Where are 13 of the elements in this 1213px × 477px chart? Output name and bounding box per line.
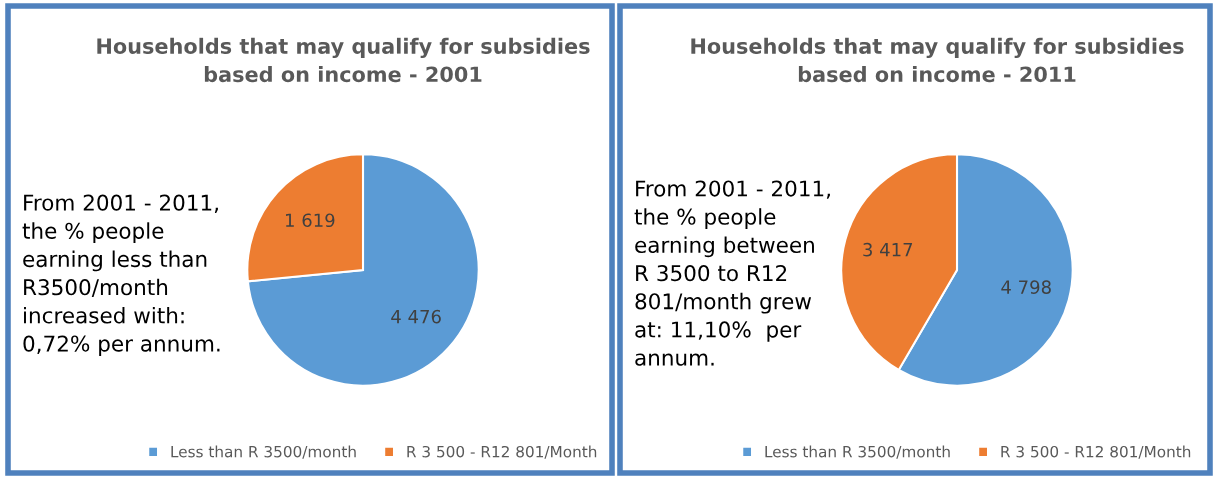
data-label: 4 798: [1001, 280, 1051, 294]
legend-label: R 3 500 - R12 801/Month: [1001, 445, 1191, 459]
text: From 2001 - 2011, the % people earning less than R3500/month increased with: 0,72% per annum.: [22, 194, 220, 356]
data-label: 4 476: [391, 309, 441, 324]
chart-title: Households that may qualify for subsidies based on income - 2011: [691, 37, 1184, 83]
legend-label: Less than R 3500/month: [765, 445, 950, 459]
text: From 2001 - 2011, the % people earning between R 3500 to R12 801/month grew at: 11,10% per annum.: [634, 180, 830, 366]
legend-label: R 3 500 - R12 801/Month: [407, 445, 597, 459]
chart-title: Households that may qualify for subsidies based on income - 2001: [97, 37, 590, 83]
data-label: 1 619: [285, 213, 335, 228]
pie-slice: [246, 153, 480, 387]
data-label: 3 417: [863, 242, 913, 257]
legend-label: Less than R 3500/month: [171, 445, 356, 459]
